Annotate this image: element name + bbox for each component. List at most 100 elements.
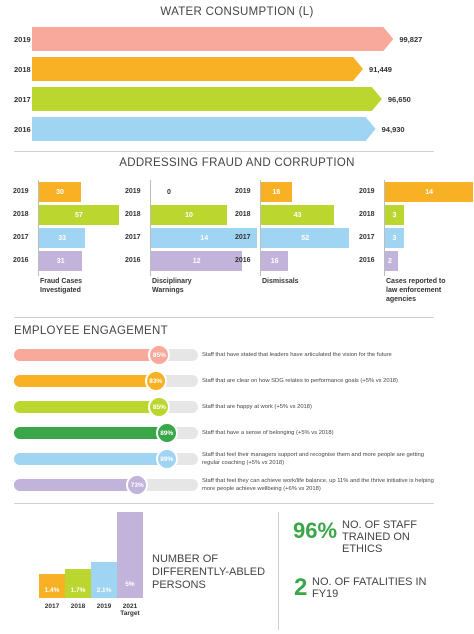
engagement-fill — [14, 453, 178, 465]
water-value-label: 96,650 — [387, 95, 411, 104]
fraud-year-label: 2018 — [359, 211, 375, 218]
engagement-badge: 89% — [155, 448, 178, 470]
fraud-title: ADDRESSING FRAUD AND CORRUPTION — [119, 157, 355, 169]
fraud-value-label: 3 — [392, 211, 397, 219]
fraud-axis-line — [150, 180, 151, 276]
water-bar — [32, 117, 376, 141]
water-value-label: 94,930 — [381, 125, 405, 134]
fraud-year-label: 2018 — [125, 211, 141, 218]
abled-bar: 1.7% — [65, 568, 91, 598]
engagement-text: Staff that have a sense of belonging (+5… — [202, 430, 334, 436]
abled-value-label: 5% — [125, 581, 135, 588]
abled-year-part: 2021 — [122, 603, 138, 610]
fraud-bar: 52 — [261, 228, 350, 248]
fraud-value-label: 30 — [56, 188, 64, 196]
water-bar — [32, 27, 393, 51]
fraud-bar: 12 — [151, 251, 243, 271]
fraud-axis-line — [384, 180, 385, 276]
engagement-fill — [14, 375, 167, 387]
fraud-group-label: Disciplinary Warnings — [152, 278, 192, 294]
water-year-label: 2018 — [14, 65, 31, 74]
abled-year-label: 2019 — [91, 603, 117, 610]
fraud-value-label: 0 — [167, 188, 171, 196]
fraud-year-label: 2016 — [235, 257, 251, 264]
fraud-bar: 16 — [261, 251, 289, 271]
engagement-text: Staff that feel their managers support a… — [202, 452, 424, 466]
fraud-value-label: 33 — [58, 234, 66, 242]
engagement-badge: 73% — [126, 474, 149, 496]
engagement-fill — [14, 349, 171, 361]
engagement-text: Staff that feel they can achieve work/li… — [202, 478, 434, 492]
fraud-value-label: 10 — [185, 211, 193, 219]
engagement-title: EMPLOYEE ENGAGEMENT — [14, 325, 168, 337]
fraud-year-label: 2019 — [125, 188, 141, 195]
fraud-year-label: 2017 — [125, 234, 141, 241]
water-bar — [32, 87, 382, 111]
abled-bar: 1.4% — [39, 573, 65, 598]
engagement-fill — [14, 427, 178, 439]
engagement-fill — [14, 479, 149, 491]
fraud-bar: 2 — [385, 251, 398, 271]
water-value-label: 99,827 — [399, 35, 423, 44]
water-year-label: 2017 — [14, 95, 31, 104]
fraud-bar: 57 — [39, 205, 119, 225]
fraud-bar: 30 — [39, 182, 81, 202]
engagement-text: Staff that are clear on how SDG relates … — [202, 378, 398, 384]
abled-year-label: 2021 Target — [117, 603, 143, 617]
abled-value-label: 1.4% — [44, 587, 60, 594]
fraud-value-label: 57 — [75, 211, 83, 219]
abled-value-label: 1.7% — [70, 587, 86, 594]
engagement-text: Staff that have stated that leaders have… — [202, 352, 392, 358]
fraud-bar: 3 — [385, 228, 404, 248]
water-title: WATER CONSUMPTION (L) — [160, 6, 314, 18]
kpi-ethics-text: NO. OF STAFF TRAINED ON ETHICS — [342, 519, 417, 555]
fraud-year-label: 2019 — [235, 188, 251, 195]
abled-year-part: Target — [120, 610, 140, 617]
fraud-bar: 14 — [385, 182, 474, 202]
kpi-ethics-number: 96% — [293, 518, 338, 543]
fraud-year-label: 2019 — [359, 188, 375, 195]
divider — [14, 317, 434, 318]
fraud-year-label: 2018 — [13, 211, 29, 218]
fraud-year-label: 2018 — [235, 211, 251, 218]
fraud-group-label: Dismissals — [262, 278, 299, 285]
abled-bar: 5% — [117, 512, 143, 598]
engagement-badge: 83% — [144, 370, 167, 392]
fraud-value-label: 18 — [272, 188, 281, 196]
fraud-year-label: 2016 — [359, 257, 375, 264]
abled-bar: 2.1% — [91, 561, 117, 598]
fraud-axis-line — [260, 180, 261, 276]
engagement-text: Staff that are happy at work (+5% vs 201… — [202, 404, 312, 410]
engagement-badge: 85% — [148, 396, 171, 418]
fraud-value-label: 31 — [56, 257, 65, 265]
kpi-fatalities-number: 2 — [294, 574, 308, 601]
fraud-year-label: 2017 — [359, 234, 375, 241]
vertical-divider — [278, 512, 279, 630]
abled-year-part: 2018 — [70, 603, 86, 610]
fraud-year-label: 2017 — [235, 234, 251, 241]
fraud-bar: 18 — [261, 182, 292, 202]
fraud-axis-line — [38, 180, 39, 276]
water-year-label: 2016 — [14, 125, 31, 134]
fraud-bar: 14 — [151, 228, 258, 248]
fraud-group-label: Fraud Cases Investigated — [40, 278, 83, 294]
fraud-bar: 43 — [261, 205, 335, 225]
water-value-label: 91,449 — [369, 65, 392, 74]
fraud-bar: 3 — [385, 205, 404, 225]
fraud-value-label: 43 — [293, 211, 302, 219]
engagement-badge: 85% — [148, 344, 171, 366]
abled-year-label: 2018 — [65, 603, 91, 610]
water-year-label: 2019 — [14, 35, 31, 44]
engagement-badge: 89% — [155, 422, 178, 444]
fraud-year-label: 2017 — [13, 234, 29, 241]
fraud-group-label: Cases reported to law enforcement agenci… — [386, 278, 446, 303]
abled-value-label: 2.1% — [96, 587, 112, 594]
fraud-value-label: 2 — [388, 257, 392, 265]
fraud-value-label: 3 — [392, 234, 397, 242]
abled-year-part: 2017 — [44, 603, 60, 610]
fraud-value-label: 52 — [301, 234, 310, 242]
fraud-value-label: 12 — [192, 257, 201, 265]
fraud-bar: 31 — [39, 251, 83, 271]
fraud-value-label: 14 — [425, 188, 433, 196]
fraud-bar: 33 — [39, 228, 86, 248]
